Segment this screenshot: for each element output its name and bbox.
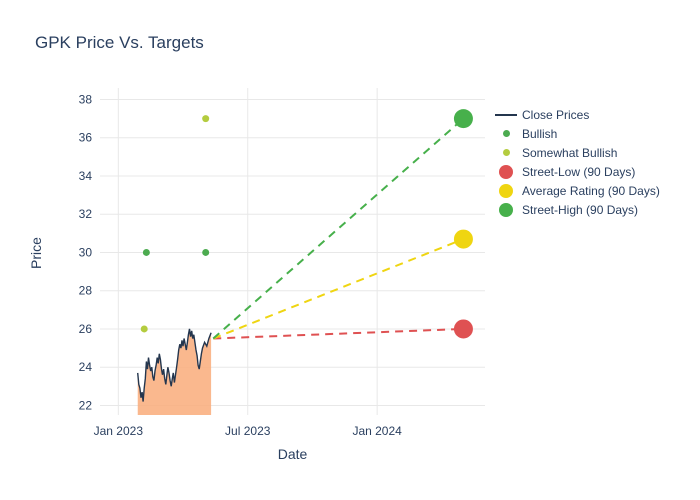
dot-symbol-icon	[492, 183, 520, 198]
legend-marker	[499, 183, 513, 198]
y-tick-label: 22	[79, 398, 93, 412]
close-price-area-fill	[137, 328, 212, 415]
y-tick-label: 26	[79, 322, 93, 336]
legend-label: Close Prices	[522, 107, 590, 122]
y-tick-label: 36	[79, 131, 93, 145]
legend-item-street-high-90-days[interactable]: Street-High (90 Days)	[492, 200, 660, 219]
y-tick-label: 28	[79, 284, 93, 298]
dot-symbol-icon	[492, 130, 520, 137]
y-axis-label: Price	[28, 237, 44, 269]
x-tick-label: Jul 2023	[225, 424, 271, 438]
y-tick-label: 34	[79, 169, 93, 183]
y-tick-label: 32	[79, 207, 93, 221]
dot-symbol-icon	[492, 202, 520, 217]
legend-marker	[499, 164, 513, 179]
legend: Close Prices Bullish Somewhat Bullish Stree…	[492, 105, 660, 219]
legend-label: Bullish	[522, 126, 558, 141]
x-axis-label: Date	[277, 446, 308, 462]
target-line-street-low-90-days	[213, 327, 464, 340]
rating-dot-somewhat-bullish	[202, 115, 210, 123]
y-tick-label: 38	[79, 92, 93, 106]
rating-dot-bullish	[202, 248, 210, 256]
target-line-average-rating-90-days	[212, 238, 464, 340]
legend-marker	[502, 130, 510, 137]
legend-item-bullish[interactable]: Bullish	[492, 124, 660, 143]
line-symbol-icon	[492, 113, 520, 116]
dot-symbol-icon	[492, 149, 520, 156]
legend-item-average-rating-90-days[interactable]: Average Rating (90 Days)	[492, 181, 660, 200]
rating-dot-somewhat-bullish	[140, 325, 148, 333]
legend-marker	[499, 202, 513, 217]
legend-item-close-prices[interactable]: Close Prices	[492, 105, 660, 124]
dot-symbol-icon	[492, 164, 520, 179]
legend-item-somewhat-bullish[interactable]: Somewhat Bullish	[492, 143, 660, 162]
target-marker-street-low-90-days	[453, 319, 473, 339]
chart-title: GPK Price Vs. Targets	[35, 33, 204, 52]
legend-item-street-low-90-days[interactable]: Street-Low (90 Days)	[492, 162, 660, 181]
x-tick-label: Jan 2023	[94, 424, 144, 438]
close-price-line	[137, 328, 212, 402]
legend-label: Street-High (90 Days)	[522, 202, 639, 217]
x-tick-label: Jan 2024	[352, 424, 402, 438]
legend-label: Somewhat Bullish	[522, 145, 618, 160]
y-tick-label: 24	[79, 360, 93, 374]
target-marker-average-rating-90-days	[453, 229, 473, 249]
legend-marker	[502, 149, 510, 156]
legend-label: Average Rating (90 Days)	[522, 183, 660, 198]
target-line-street-high-90-days	[212, 117, 465, 340]
rating-dot-bullish	[142, 248, 150, 256]
y-tick-label: 30	[79, 245, 93, 259]
legend-label: Street-Low (90 Days)	[522, 164, 636, 179]
legend-marker	[495, 113, 517, 116]
target-marker-street-high-90-days	[453, 109, 473, 129]
